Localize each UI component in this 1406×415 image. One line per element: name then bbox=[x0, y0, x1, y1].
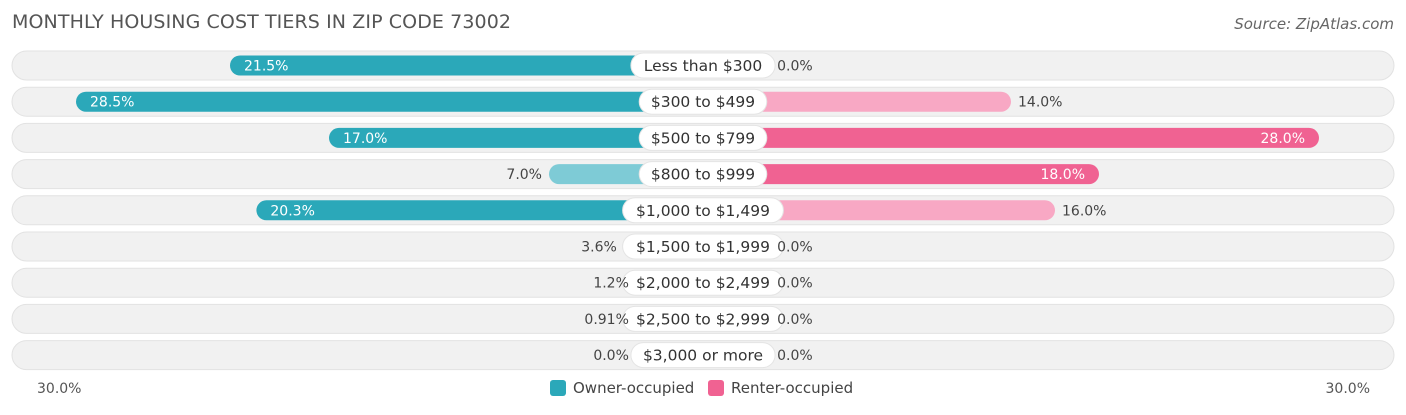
category-pill bbox=[630, 342, 776, 369]
value-label-renter: 0.0% bbox=[777, 59, 813, 75]
legend: Owner-occupied Renter-occupied bbox=[0, 379, 1406, 401]
legend-item-renter[interactable]: Renter-occupied bbox=[708, 379, 853, 397]
legend-swatch-owner bbox=[550, 380, 566, 396]
value-label-renter: 0.0% bbox=[777, 276, 813, 292]
value-label-owner: 20.3% bbox=[270, 203, 314, 219]
bar-renter bbox=[703, 127, 1319, 148]
bar-owner bbox=[230, 55, 703, 76]
category-label: $3,000 or more bbox=[643, 347, 763, 365]
legend-item-owner[interactable]: Owner-occupied bbox=[550, 379, 694, 397]
category-label: $2,500 to $2,999 bbox=[636, 310, 770, 328]
category-pill bbox=[638, 88, 768, 115]
legend-label-owner: Owner-occupied bbox=[573, 379, 695, 397]
value-label-owner: 21.5% bbox=[244, 59, 288, 75]
value-label-owner: 0.0% bbox=[593, 348, 629, 364]
chart-title: MONTHLY HOUSING COST TIERS IN ZIP CODE 7… bbox=[12, 11, 512, 33]
bar-renter bbox=[703, 200, 1055, 221]
legend-label-renter: Renter-occupied bbox=[731, 379, 854, 397]
value-label-owner: 1.2% bbox=[593, 276, 629, 292]
value-label-owner: 7.0% bbox=[506, 167, 542, 183]
category-pill bbox=[622, 197, 784, 224]
category-label: $1,000 to $1,499 bbox=[636, 202, 770, 220]
bar-owner bbox=[329, 127, 703, 148]
value-label-renter: 18.0% bbox=[1041, 167, 1085, 183]
axis-right-label: 30.0% bbox=[1325, 381, 1370, 397]
bar-owner bbox=[76, 91, 703, 112]
value-label-renter: 0.0% bbox=[777, 240, 813, 256]
value-label-owner: 28.5% bbox=[90, 95, 134, 111]
category-pill bbox=[622, 269, 784, 296]
bar-owner bbox=[256, 200, 703, 221]
category-label: $500 to $799 bbox=[651, 129, 755, 147]
bar-renter bbox=[703, 91, 1011, 112]
chart-canvas: Less than $300 21.5% 0.0% $300 to $499 28.5%… bbox=[11, 50, 1395, 371]
category-pill bbox=[638, 124, 768, 151]
chart-source: Source: ZipAtlas.com bbox=[1234, 15, 1394, 33]
value-label-owner: 17.0% bbox=[343, 131, 387, 147]
value-label-renter: 0.0% bbox=[777, 348, 813, 364]
category-pill bbox=[622, 305, 784, 332]
category-pill bbox=[638, 161, 768, 188]
value-label-renter: 0.0% bbox=[777, 312, 813, 328]
value-label-renter: 28.0% bbox=[1261, 131, 1305, 147]
category-label: $300 to $499 bbox=[651, 93, 755, 111]
value-label-renter: 16.0% bbox=[1062, 203, 1106, 219]
category-pill bbox=[630, 52, 776, 79]
category-label: $800 to $999 bbox=[651, 166, 755, 184]
axis-left-label: 30.0% bbox=[37, 381, 82, 397]
category-pill bbox=[622, 233, 784, 260]
category-label: $1,500 to $1,999 bbox=[636, 238, 770, 256]
value-label-owner: 3.6% bbox=[581, 240, 617, 256]
category-label: Less than $300 bbox=[644, 57, 763, 75]
legend-swatch-renter bbox=[708, 380, 724, 396]
value-label-renter: 14.0% bbox=[1018, 95, 1062, 111]
value-label-owner: 0.91% bbox=[584, 312, 628, 328]
bar-renter bbox=[703, 164, 1099, 185]
category-label: $2,000 to $2,499 bbox=[636, 274, 770, 292]
